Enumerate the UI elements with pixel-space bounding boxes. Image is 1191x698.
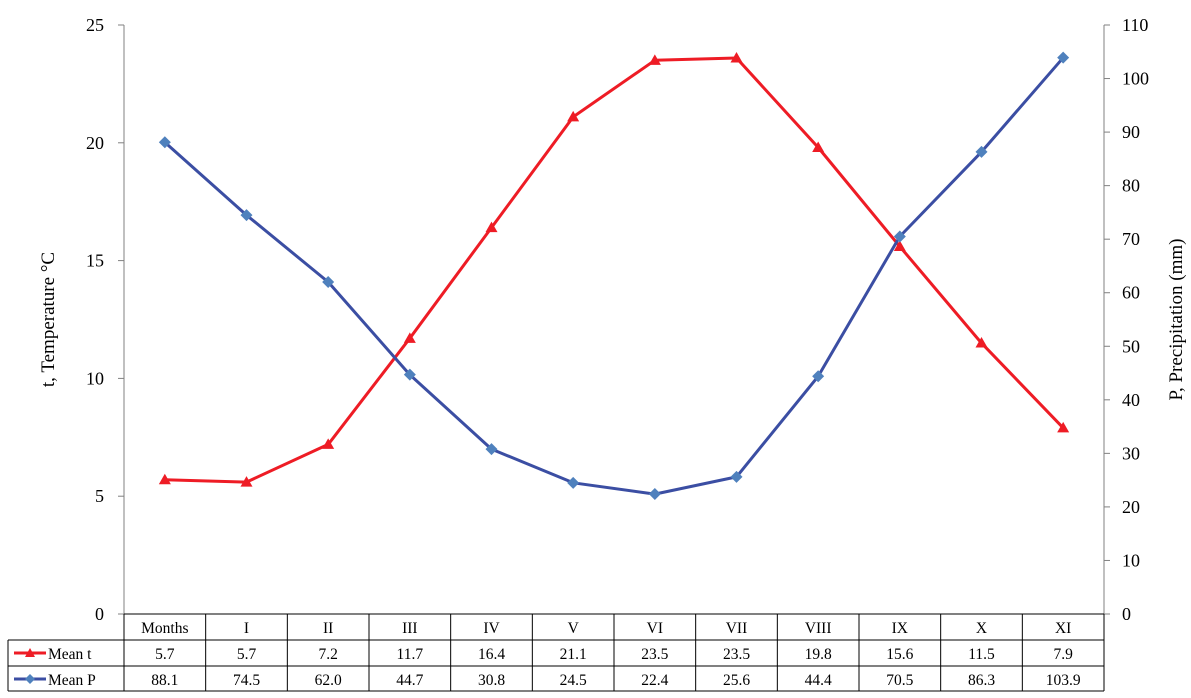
table-value-cell: 24.5 [560, 672, 587, 689]
series-point-1 [485, 443, 498, 456]
table-value-cell: 88.1 [151, 672, 178, 689]
series-point-1 [322, 276, 335, 289]
series-point-0 [648, 54, 661, 65]
legend-series-name: Mean P [48, 672, 96, 689]
series-point-0 [158, 473, 171, 485]
table-value-cell: 21.1 [560, 646, 587, 663]
left-tick-label: 0 [95, 604, 104, 624]
table-header-cell: Months [141, 620, 188, 637]
table-header-cell: III [402, 620, 418, 637]
left-tick-label: 25 [86, 15, 104, 35]
table-header-cell: IV [483, 620, 500, 637]
right-axis: 0 10 20 30 40 50 60 70 80 90 100 110 [1103, 15, 1149, 624]
right-tick-label: 50 [1122, 336, 1140, 356]
table-value-cell: 5.7 [155, 646, 175, 663]
series-point-1 [158, 136, 171, 149]
right-tick-label: 10 [1122, 550, 1140, 570]
left-axis: 0 5 10 15 20 25 [86, 15, 125, 624]
series-line-1 [163, 56, 1065, 496]
series-point-0 [812, 141, 825, 153]
series-lines [158, 51, 1070, 501]
series-point-0 [567, 110, 580, 122]
series-point-1 [893, 230, 906, 243]
table-header-cell: IX [892, 620, 908, 637]
table-value-cell: 7.9 [1053, 646, 1073, 663]
table-value-cell: 44.4 [805, 672, 832, 689]
series-point-0 [485, 221, 498, 233]
table-value-cell: 5.7 [237, 646, 257, 663]
series-line-0 [164, 56, 1065, 484]
table-value-cell: 7.2 [318, 646, 337, 663]
table-value-cell: 22.4 [641, 672, 668, 689]
table-header-cell: I [244, 620, 249, 637]
table-value-cell: 11.7 [397, 646, 424, 663]
left-axis-title: t, Temperature °C [38, 252, 59, 387]
table-header-cell: XI [1055, 620, 1071, 637]
legend-key-marker [25, 648, 35, 657]
table-value-cell: 23.5 [723, 646, 750, 663]
right-tick-label: 60 [1122, 283, 1140, 303]
series-point-1 [403, 368, 416, 381]
right-tick-label: 110 [1122, 15, 1148, 35]
left-tick-label: 20 [86, 133, 104, 153]
table-value-cell: 16.4 [478, 646, 505, 663]
table-header-cell: X [976, 620, 987, 637]
table-value-cell: 86.3 [968, 672, 995, 689]
right-tick-label: 80 [1122, 176, 1140, 196]
table-header-cell: VIII [805, 620, 832, 637]
right-axis-title: P, Precipitation (mm) [1166, 238, 1187, 400]
series-point-1 [975, 145, 988, 158]
table-value-cell: 15.6 [886, 646, 913, 663]
right-tick-label: 40 [1122, 390, 1140, 410]
table-header-cell: II [323, 620, 333, 637]
series-point-0 [975, 337, 988, 348]
right-tick-label: 30 [1122, 443, 1140, 463]
right-tick-label: 90 [1122, 122, 1140, 142]
series-point-1 [812, 370, 825, 383]
table-value-cell: 19.8 [805, 646, 832, 663]
series-point-1 [648, 488, 661, 501]
table-value-cell: 103.9 [1046, 672, 1081, 689]
table-header-cell: VI [647, 620, 663, 637]
right-tick-label: 70 [1122, 229, 1140, 249]
series-point-1 [240, 209, 253, 222]
legend-key-marker [25, 674, 35, 684]
right-tick-label: 0 [1122, 604, 1131, 624]
series-point-0 [1057, 421, 1070, 433]
left-tick-label: 15 [86, 251, 104, 271]
table-value-cell: 11.5 [968, 646, 995, 663]
table-value-cell: 62.0 [315, 672, 342, 689]
series-point-0 [322, 438, 335, 449]
legend-series-name: Mean t [48, 646, 92, 663]
series-point-0 [403, 332, 416, 343]
left-tick-label: 10 [86, 368, 104, 388]
table-value-cell: 25.6 [723, 672, 750, 689]
right-tick-label: 20 [1122, 497, 1140, 517]
table-value-cell: 70.5 [886, 672, 913, 689]
table-value-cell: 74.5 [233, 672, 260, 689]
left-tick-label: 5 [95, 486, 104, 506]
series-point-1 [567, 476, 580, 489]
series-point-0 [730, 51, 743, 63]
table-header-cell: V [568, 620, 580, 637]
series-point-1 [1057, 51, 1070, 64]
right-tick-label: 100 [1122, 69, 1149, 89]
series-point-0 [893, 240, 906, 251]
series-point-1 [730, 470, 743, 483]
table-value-cell: 44.7 [396, 672, 423, 689]
table-value-cell: 23.5 [641, 646, 668, 663]
table-header-cell: VII [726, 620, 748, 637]
series-point-0 [240, 476, 253, 487]
table-value-cell: 30.8 [478, 672, 505, 689]
